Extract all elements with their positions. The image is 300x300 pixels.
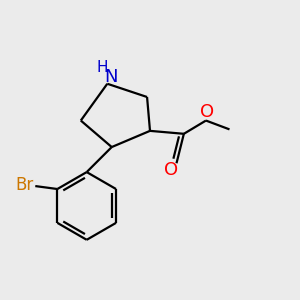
Text: O: O [200, 103, 214, 121]
Text: Br: Br [15, 176, 33, 194]
Text: O: O [164, 161, 178, 179]
Text: H: H [96, 60, 108, 75]
Text: N: N [104, 68, 118, 86]
